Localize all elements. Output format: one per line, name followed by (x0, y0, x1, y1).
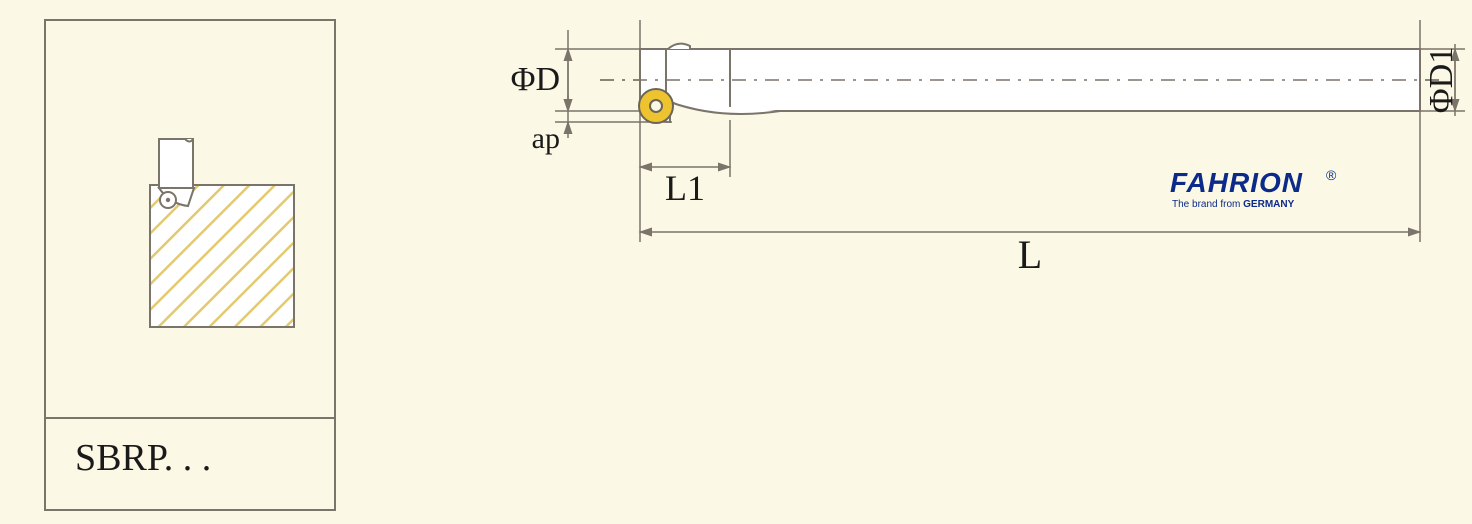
insert-type-label: SBRP. . . (75, 437, 211, 479)
label-L: L (1018, 232, 1042, 277)
brand-name: FAHRION (1170, 167, 1303, 198)
label-ap: ap (532, 122, 560, 155)
label-L1: L1 (665, 168, 705, 208)
label-phiD: ΦD (511, 61, 560, 98)
label-phiD1: ΦD1 (1423, 47, 1460, 113)
tool-body (640, 44, 1420, 122)
tool-mini (159, 139, 194, 208)
diagram-canvas: SBRP. . . (0, 0, 1472, 524)
round-insert-icon (639, 89, 673, 123)
brand-reg-icon: ® (1326, 167, 1337, 183)
brand-tagline: The brand from GERMANY (1172, 199, 1295, 210)
